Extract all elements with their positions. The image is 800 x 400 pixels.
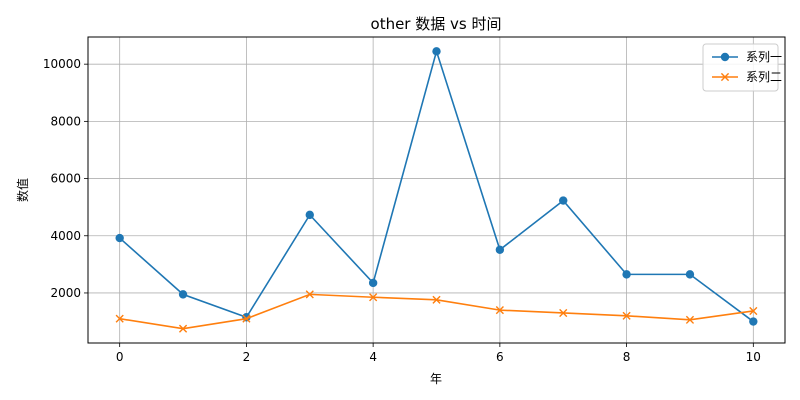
data-point xyxy=(559,308,568,318)
data-point xyxy=(559,196,568,205)
chart-title: other 数据 vs 时间 xyxy=(371,15,502,33)
data-point xyxy=(178,290,188,299)
x-tick-label: 10 xyxy=(746,350,761,364)
x-tick-label: 8 xyxy=(623,350,631,364)
legend-item: 系列二 xyxy=(712,70,782,84)
legend-label: 系列一 xyxy=(746,50,782,64)
data-point xyxy=(432,295,441,304)
x-tick-label: 0 xyxy=(116,350,124,364)
plot-frame xyxy=(87,36,786,344)
data-point xyxy=(115,233,124,243)
data-point xyxy=(178,324,188,333)
series-line xyxy=(119,48,754,323)
x-tick-label: 2 xyxy=(243,350,251,364)
data-point xyxy=(622,311,631,320)
data-point xyxy=(495,245,505,254)
legend-label: 系列二 xyxy=(746,70,782,84)
y-tick-label: 6000 xyxy=(50,172,81,186)
data-point xyxy=(432,47,441,56)
x-axis-label: 年 xyxy=(430,372,442,386)
y-tick-label: 4000 xyxy=(50,229,81,243)
data-point xyxy=(685,315,695,324)
data-point xyxy=(368,278,378,288)
data-point xyxy=(369,293,378,302)
data-point xyxy=(305,210,314,220)
series-layer xyxy=(115,47,758,333)
data-point xyxy=(305,290,314,299)
legend-marker xyxy=(720,72,730,82)
y-tick-label: 10000 xyxy=(43,57,81,71)
y-tick-label: 8000 xyxy=(50,114,81,128)
data-point xyxy=(685,270,695,279)
series-2 xyxy=(115,290,758,333)
data-point xyxy=(115,314,124,323)
y-axis-label: 数值 xyxy=(15,178,30,202)
x-axis: 0 2 4 6 8 10 xyxy=(116,343,761,364)
y-axis: 2000 4000 6000 8000 10000 xyxy=(43,57,88,300)
legend-marker xyxy=(720,52,730,62)
series-1 xyxy=(115,47,758,326)
x-tick-label: 4 xyxy=(369,350,377,364)
data-point xyxy=(749,317,758,326)
data-point xyxy=(622,270,631,279)
data-point xyxy=(242,314,251,323)
data-point xyxy=(495,306,504,315)
x-tick-label: 6 xyxy=(496,350,504,364)
legend-item: 系列一 xyxy=(712,50,782,64)
data-point xyxy=(749,306,758,316)
y-tick-label: 2000 xyxy=(50,286,81,300)
